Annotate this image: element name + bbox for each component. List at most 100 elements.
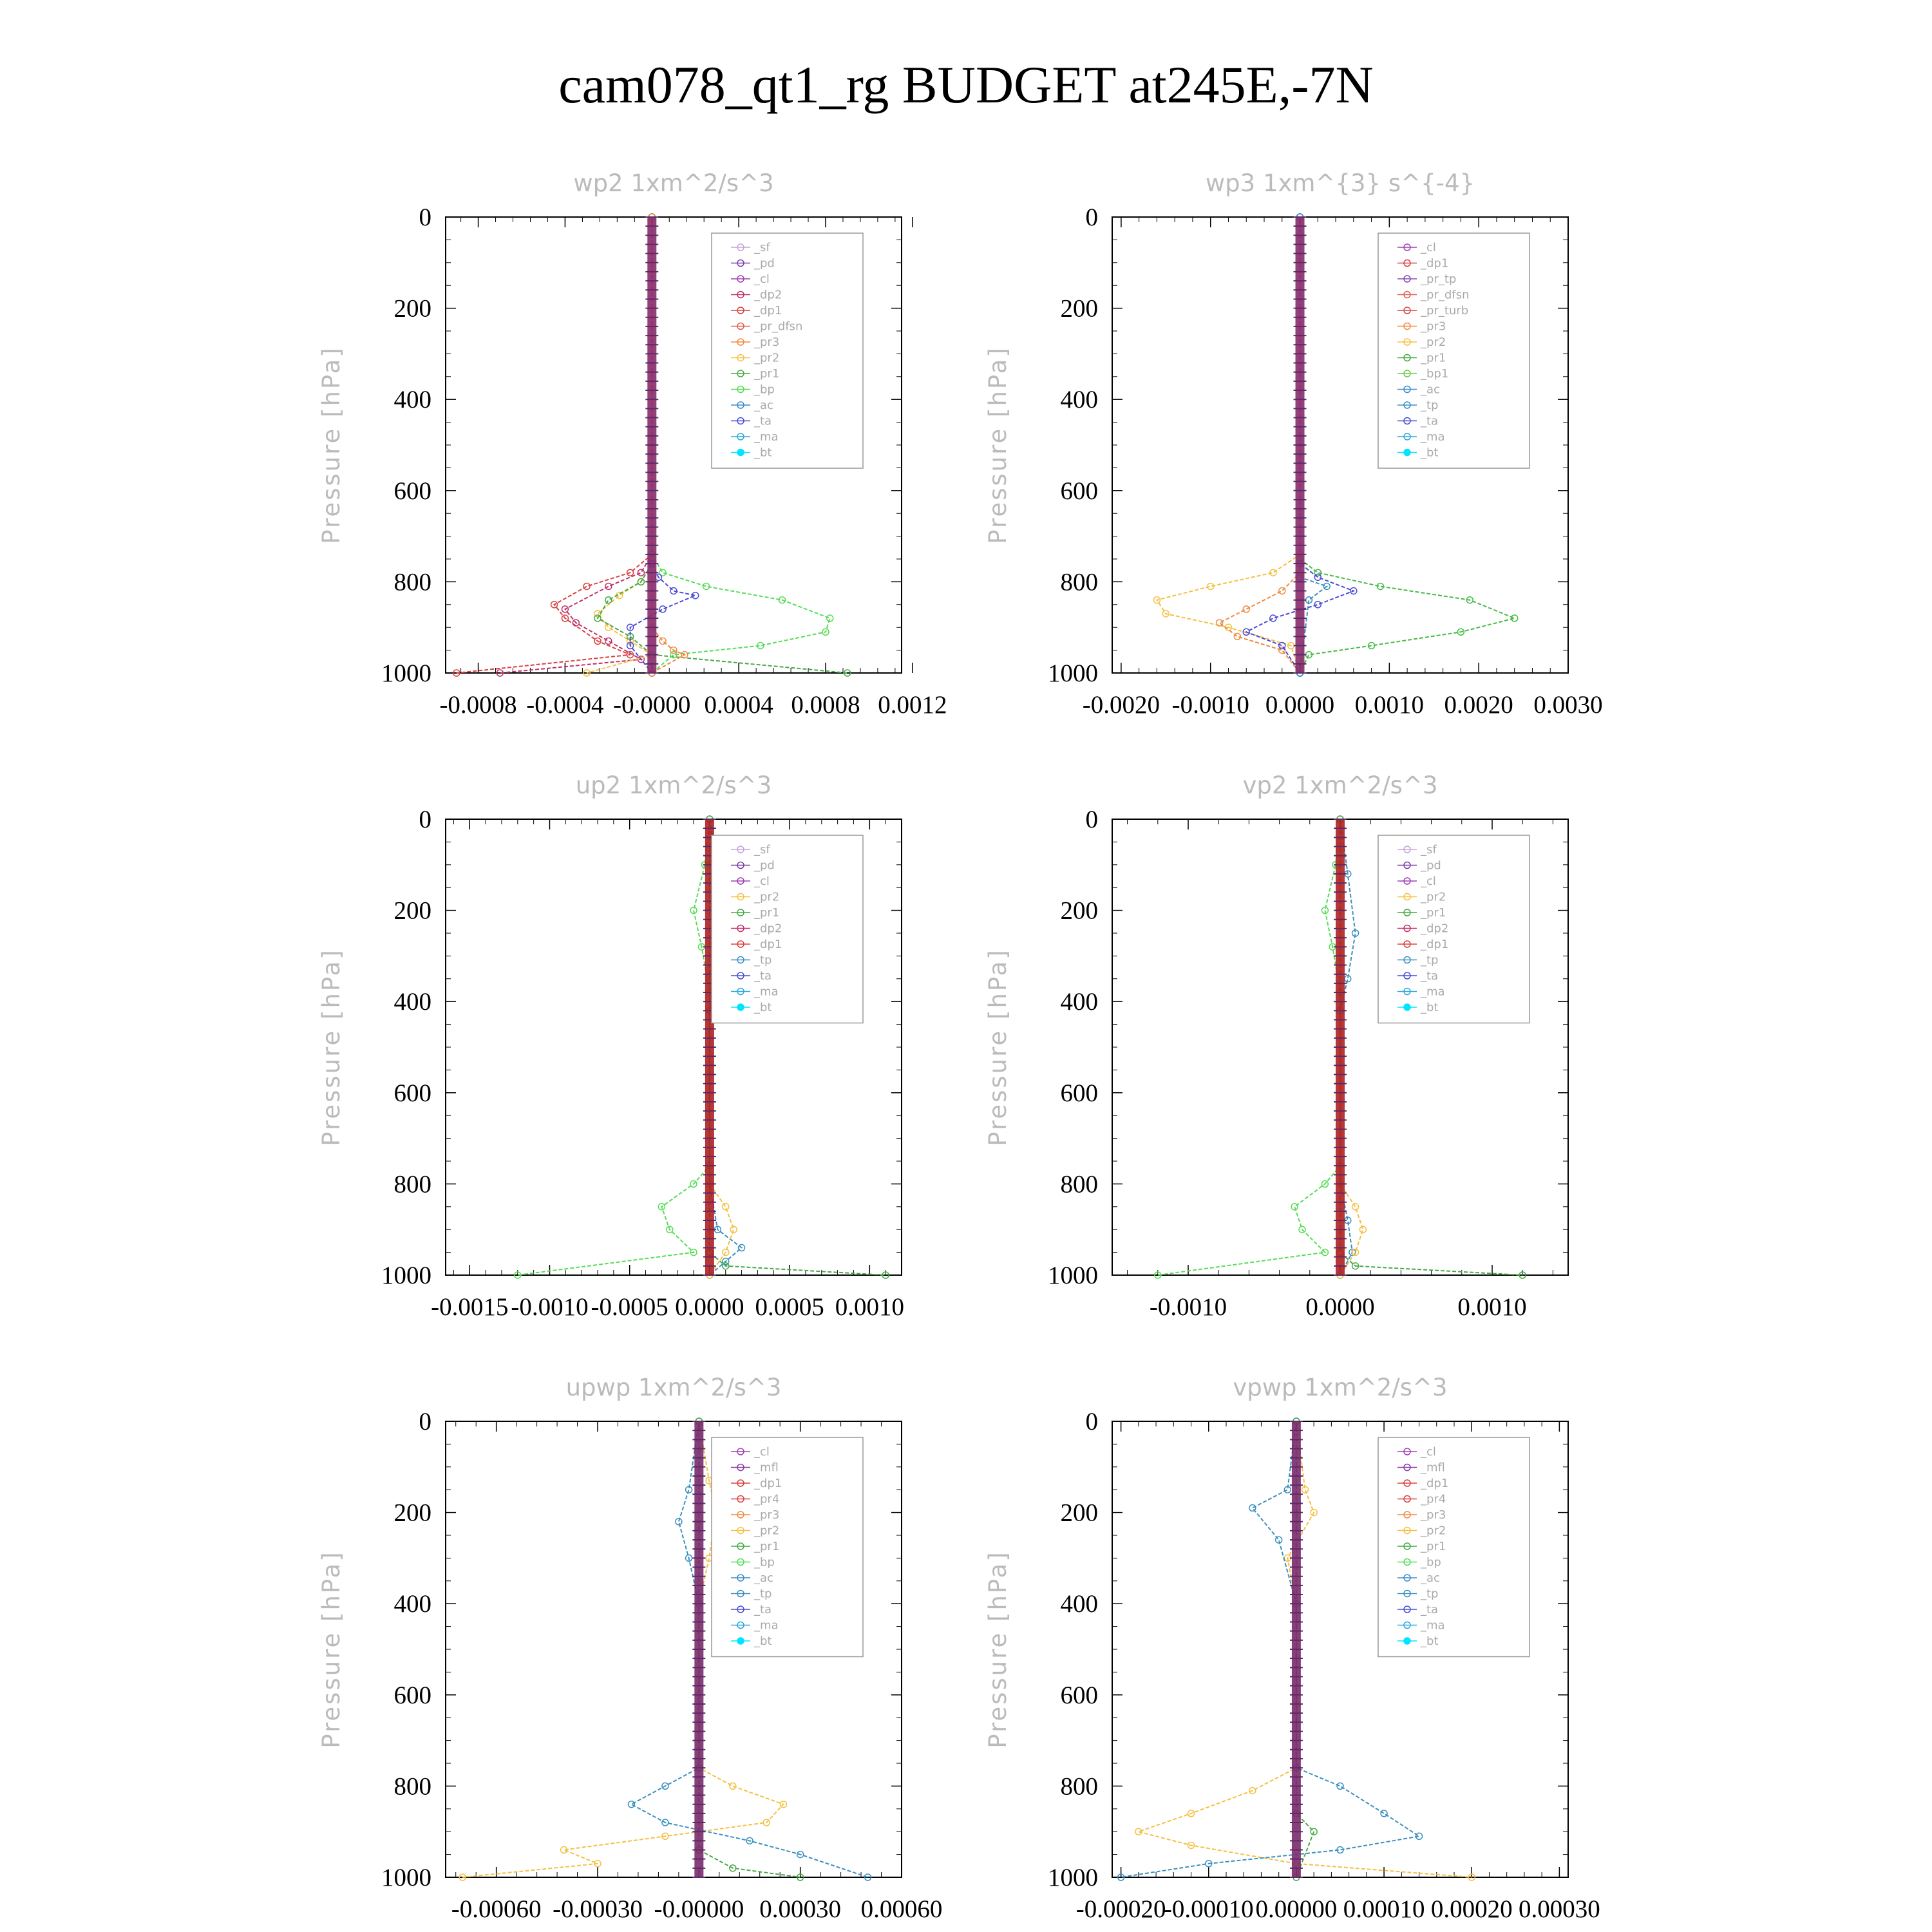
chart5-point-_tp-2 (1249, 1504, 1256, 1512)
chart3-point-_pr1-3 (1359, 1226, 1367, 1233)
chart3-ylabel: Pressure [hPa] (984, 948, 1012, 1146)
chart1-point-_bp1-7 (1367, 641, 1376, 650)
chart0-point-_pr1-7 (843, 669, 851, 677)
chart3-point-_dp1-2 (1321, 906, 1329, 914)
chart2-ytick-label-1: 200 (394, 897, 432, 925)
chart5-xtick-label-4: 0.00020 (1431, 1895, 1513, 1923)
chart1-point-_ta-5 (1269, 614, 1277, 622)
chart5-ytick-label-5: 1000 (1048, 1864, 1098, 1891)
chart1-point-_pr1-5 (1233, 632, 1242, 641)
chart2-point-_dp2-3 (882, 1271, 889, 1279)
chart0-point-_bp-5 (826, 614, 834, 622)
chart3-legend-label-0: _sf (1420, 843, 1437, 857)
chart4-point-_tp-11 (864, 1873, 872, 1881)
chart2-xtick-label-1: -0.0010 (511, 1293, 588, 1321)
chart4-point-_pr1-6 (729, 1782, 737, 1790)
chart0-ylabel: Pressure [hPa] (317, 346, 345, 544)
chart0-ytick-label-3: 600 (394, 477, 432, 505)
chart5-series-_bp (1295, 1421, 1315, 1878)
chart1-ytick-label-1: 200 (1061, 295, 1099, 323)
chart2-legend-label-9: _ma (753, 985, 779, 999)
chart0-legend-marker-4 (737, 307, 744, 314)
chart4-ytick-label-2: 400 (394, 1590, 432, 1618)
chart0-legend-label-11: _ta (753, 415, 772, 428)
chart2-xtick-label-5: 0.0010 (835, 1293, 904, 1321)
chart1-point-_pr1-2 (1278, 587, 1286, 595)
chart0-xtick-label-4: 0.0008 (791, 691, 860, 719)
chart0-legend-label-6: _pr3 (753, 336, 779, 349)
chart0-point-_dp2-4 (561, 605, 569, 613)
chart2-legend-marker-0 (737, 846, 744, 853)
chart4-legend-marker-7 (737, 1558, 744, 1566)
chart1-legend-label-4: _pr_turb (1420, 304, 1468, 317)
chart1-legend-marker-0 (1403, 243, 1411, 251)
chart1-xtick-label-5: 0.0030 (1533, 691, 1602, 719)
chart3-ytick-label-4: 800 (1061, 1170, 1099, 1198)
chart2-legend-marker-5 (737, 924, 744, 933)
chart1-point-_ta-4 (1314, 601, 1322, 609)
chart2-xtick-label-2: -0.0005 (591, 1293, 668, 1321)
chart1-point-_pr2-5 (1162, 610, 1170, 618)
chart5-xtick-label-3: 0.00010 (1343, 1895, 1425, 1923)
chart0-legend-label-9: _bp (753, 383, 775, 397)
chart3-point-_dp1-8 (1298, 1226, 1306, 1233)
chart1-point-_tp-2 (1323, 582, 1331, 591)
chart1-legend-marker-9 (1403, 385, 1411, 393)
chart2-legend-marker-1 (737, 861, 744, 869)
chart2-point-_dp1-2 (690, 906, 697, 914)
chart4-ytick-label-4: 800 (394, 1772, 432, 1800)
chart4-legend-label-1: _mfl (753, 1461, 779, 1475)
chart0-legend-label-3: _dp2 (753, 289, 782, 302)
chart1-legend-marker-3 (1403, 290, 1411, 299)
chart3-legend-marker-6 (1403, 940, 1411, 948)
chart0-point-_pr3-4 (681, 650, 688, 659)
chart2-ytick-label-5: 1000 (381, 1262, 431, 1289)
chart0-point-_pr1-2 (637, 578, 645, 586)
chart2-legend-marker-2 (737, 877, 744, 885)
chart1-legend-marker-8 (1403, 370, 1411, 377)
chart1-legend-marker-6 (1403, 338, 1411, 346)
chart2-legend-label-8: _ta (753, 969, 772, 983)
chart2-legend-label-7: _tp (753, 954, 772, 967)
chart5-legend-label-4: _pr3 (1420, 1508, 1446, 1522)
chart2-legend-marker-9 (737, 987, 744, 996)
chart1-point-_ta-3 (1350, 587, 1358, 595)
chart0-legend-marker-5 (737, 322, 744, 330)
chart0-legend-marker-9 (737, 385, 744, 393)
chart5-legend-label-10: _ta (1420, 1603, 1438, 1616)
chart4-point-_tp-2 (675, 1518, 683, 1526)
chart0-ytick-label-4: 800 (394, 568, 432, 596)
chart3-legend-label-6: _dp1 (1420, 938, 1448, 951)
chart1-legend-marker-4 (1403, 307, 1411, 314)
chart0-point-_ta-5 (659, 605, 667, 613)
chart0-point-_pr3-2 (659, 637, 667, 645)
chart4-legend-marker-6 (737, 1542, 744, 1550)
chart3-legend-marker-1 (1403, 861, 1411, 869)
chart1-ytick-label-2: 400 (1061, 386, 1099, 413)
chart4-legend-label-4: _pr3 (753, 1508, 779, 1522)
chart5-legend-marker-0 (1403, 1448, 1411, 1455)
chart1-point-_bp1-5 (1510, 614, 1519, 622)
chart5-legend-label-6: _pr1 (1420, 1540, 1446, 1553)
chart3-point-_tp-2 (1351, 929, 1359, 937)
chart1-point-_ta-6 (1242, 628, 1250, 636)
chart5-legend-label-11: _ma (1420, 1619, 1445, 1633)
chart5-xtick-label-1: -0.00010 (1164, 1895, 1254, 1923)
chart4-legend-marker-12 (737, 1637, 744, 1645)
chart3-point-_dp1-10 (1154, 1271, 1162, 1279)
chart1-series-_ta (1244, 217, 1356, 674)
chart5-ylabel: Pressure [hPa] (984, 1550, 1012, 1748)
chart5-xtick-label-0: -0.00020 (1076, 1895, 1166, 1923)
chart1-legend-label-10: _tp (1420, 399, 1438, 412)
chart0-xtick-label-3: 0.0004 (705, 691, 773, 719)
chart0-point-_bp-8 (670, 650, 677, 659)
chart0-point-_bp-2 (659, 569, 667, 576)
chart3-legend-label-5: _dp2 (1420, 922, 1448, 936)
chart1-legend-label-5: _pr3 (1420, 320, 1446, 334)
chart0-legend-label-10: _ac (753, 399, 773, 412)
chart4-legend (711, 1437, 864, 1658)
chart3-legend-label-2: _cl (1420, 875, 1436, 888)
chart4-legend-label-0: _cl (753, 1445, 770, 1459)
chart2-point-_dp1-9 (690, 1248, 697, 1256)
